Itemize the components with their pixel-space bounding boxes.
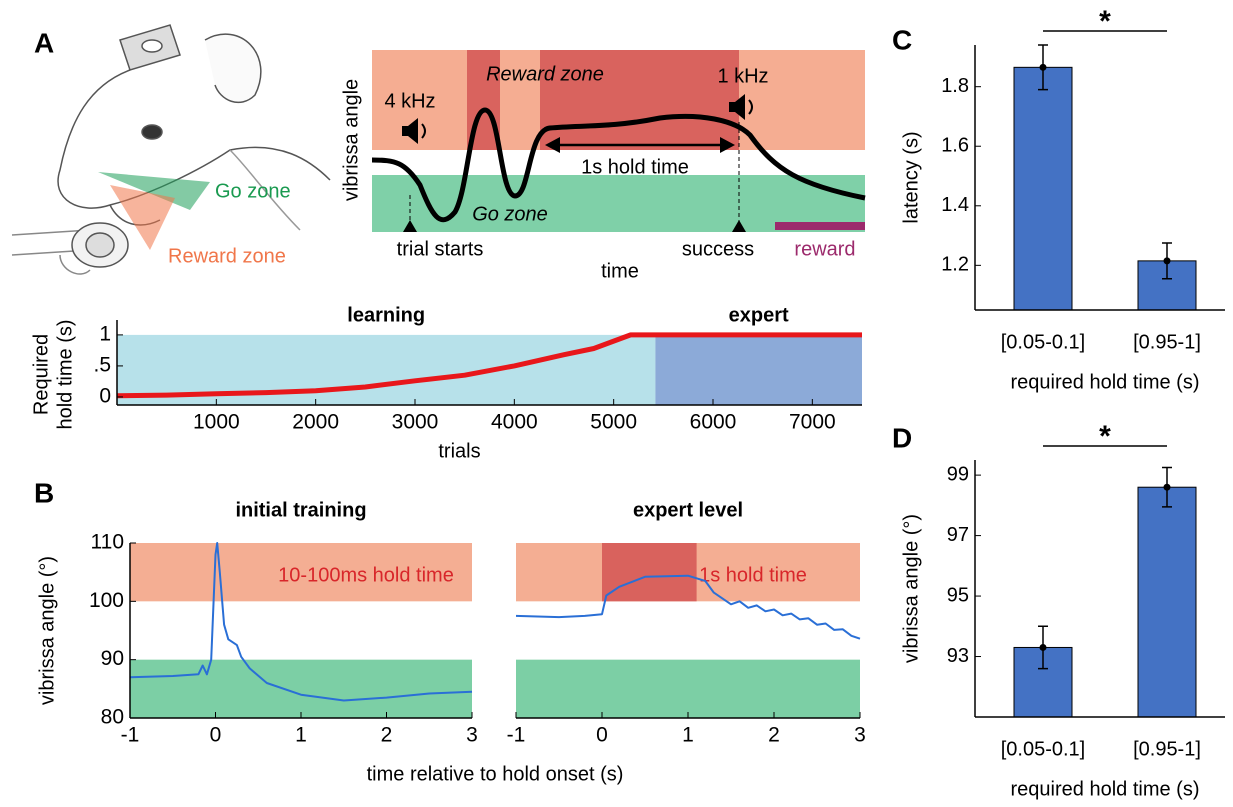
x-tick-label: 2000 bbox=[292, 411, 339, 434]
reward-bar bbox=[775, 222, 865, 230]
y-axis-label: vibrissa angle (°) bbox=[36, 556, 58, 705]
schematic-ylabel: vibrissa angle bbox=[340, 79, 362, 201]
figure: A B C D Go zone Reward zone bbox=[0, 0, 1233, 807]
y-tick-label: 1.8 bbox=[941, 75, 969, 97]
mean-dot bbox=[1040, 644, 1047, 651]
event-label: success bbox=[682, 238, 754, 260]
region-label: learning bbox=[347, 304, 425, 326]
tone-label: 4 kHz bbox=[384, 90, 435, 112]
y-axis-label: vibrissa angle (°) bbox=[900, 514, 922, 663]
x-tick-label: 0 bbox=[596, 724, 608, 747]
zone-band bbox=[602, 543, 697, 601]
schematic-xlabel: time bbox=[601, 260, 639, 282]
y-tick-label: 95 bbox=[947, 584, 969, 606]
reward-zone-label: Reward zone bbox=[168, 245, 286, 267]
mouse-illustration bbox=[12, 25, 330, 274]
panel-label: A bbox=[34, 27, 54, 58]
chart-title: initial training bbox=[235, 499, 366, 521]
x-axis-label: required hold time (s) bbox=[1011, 778, 1200, 800]
mean-dot bbox=[1164, 257, 1171, 264]
y-axis-label: latency (s) bbox=[900, 131, 922, 223]
x-tick-label: 3000 bbox=[392, 411, 439, 434]
y-tick-label: 93 bbox=[947, 645, 969, 667]
region bbox=[655, 335, 862, 405]
x-tick-label: 2 bbox=[768, 724, 780, 747]
y-tick-label: 99 bbox=[947, 463, 969, 485]
panel-label: B bbox=[34, 477, 54, 508]
x-axis-label: required hold time (s) bbox=[1011, 371, 1200, 393]
schematic bbox=[372, 50, 865, 232]
zone-band bbox=[130, 660, 472, 718]
x-tick-label: [0.95-1] bbox=[1133, 738, 1201, 760]
x-tick-label: [0.95-1] bbox=[1133, 331, 1201, 353]
mean-dot bbox=[1040, 64, 1047, 71]
x-tick-label: 7000 bbox=[789, 411, 836, 434]
region-label: expert bbox=[729, 304, 789, 326]
tone-label: 1 kHz bbox=[717, 65, 768, 87]
mean-dot bbox=[1164, 484, 1171, 491]
x-tick-label: 3 bbox=[466, 724, 478, 747]
x-tick-label: 0 bbox=[210, 724, 222, 747]
x-tick-label: 5000 bbox=[590, 411, 637, 434]
x-tick-label: 4000 bbox=[491, 411, 538, 434]
bar bbox=[1014, 67, 1072, 310]
reward-label: reward bbox=[794, 238, 855, 260]
hold-label: 1s hold time bbox=[581, 156, 689, 178]
y-tick-label: 97 bbox=[947, 524, 969, 546]
significance-mark: * bbox=[1099, 420, 1111, 453]
panel-label: D bbox=[892, 422, 912, 453]
x-tick-label: [0.05-0.1] bbox=[1001, 331, 1086, 353]
y-tick-label: .5 bbox=[93, 353, 111, 376]
y-tick-label: 100 bbox=[89, 589, 124, 612]
zone-band bbox=[516, 660, 860, 718]
panel-label: C bbox=[892, 24, 912, 55]
x-tick-label: 1000 bbox=[193, 411, 240, 434]
x-tick-label: -1 bbox=[507, 724, 526, 747]
x-tick-label: 1 bbox=[295, 724, 307, 747]
y-tick-label: 1.4 bbox=[941, 194, 969, 216]
annotation: 1s hold time bbox=[699, 564, 807, 586]
y-axis-label: Required bbox=[30, 334, 52, 415]
schematic-go-zone: Go zone bbox=[472, 203, 548, 225]
y-tick-label: 110 bbox=[91, 531, 124, 554]
y-tick-label: 90 bbox=[101, 647, 124, 670]
schematic-reward-zone: Reward zone bbox=[486, 63, 604, 85]
y-axis-label: hold time (s) bbox=[54, 319, 76, 429]
x-tick-label: 3 bbox=[854, 724, 866, 747]
x-axis-label: trials bbox=[438, 440, 480, 462]
x-tick-label: 2 bbox=[381, 724, 393, 747]
chart-title: expert level bbox=[633, 499, 743, 521]
x-tick-label: 1 bbox=[682, 724, 694, 747]
annotation: 10-100ms hold time bbox=[278, 564, 454, 586]
event-label: trial starts bbox=[397, 238, 484, 260]
y-tick-label: 1.6 bbox=[941, 135, 969, 157]
y-tick-label: 80 bbox=[101, 706, 124, 729]
x-tick-label: 6000 bbox=[690, 411, 737, 434]
y-tick-label: 1.2 bbox=[941, 254, 969, 276]
x-tick-label: [0.05-0.1] bbox=[1001, 738, 1086, 760]
significance-mark: * bbox=[1099, 5, 1111, 38]
x-axis-label: time relative to hold onset (s) bbox=[367, 763, 624, 785]
go-zone-label: Go zone bbox=[215, 180, 291, 202]
bar bbox=[1138, 487, 1196, 717]
y-tick-label: 0 bbox=[99, 384, 111, 407]
y-tick-label: 1 bbox=[99, 322, 111, 345]
